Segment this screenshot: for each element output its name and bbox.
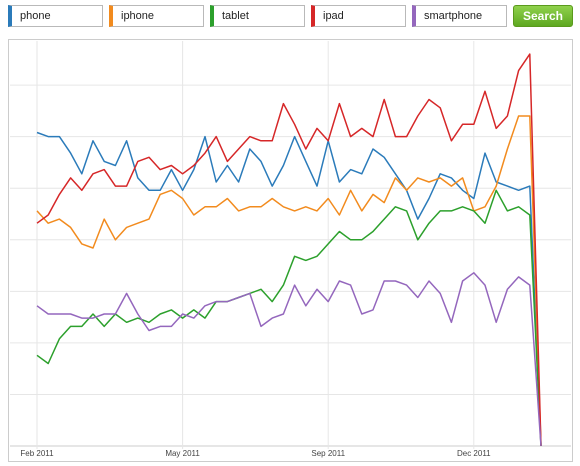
search-term[interactable]: tablet [210, 5, 305, 27]
series-line [36, 189, 542, 447]
search-term[interactable]: iphone [109, 5, 204, 27]
search-term[interactable]: phone [8, 5, 103, 27]
chart-frame [8, 39, 573, 462]
x-tick-label: Sep 2011 [311, 449, 345, 458]
x-tick-label: May 2011 [165, 449, 200, 458]
series-line [36, 131, 542, 447]
series-line [36, 272, 542, 447]
series-line [36, 53, 542, 447]
series-line [36, 115, 542, 447]
search-button[interactable]: Search [513, 5, 573, 27]
x-tick-label: Feb 2011 [20, 449, 54, 458]
x-tick-label: Dec 2011 [457, 449, 491, 458]
search-term[interactable]: smartphone [412, 5, 507, 27]
search-term[interactable]: ipad [311, 5, 406, 27]
